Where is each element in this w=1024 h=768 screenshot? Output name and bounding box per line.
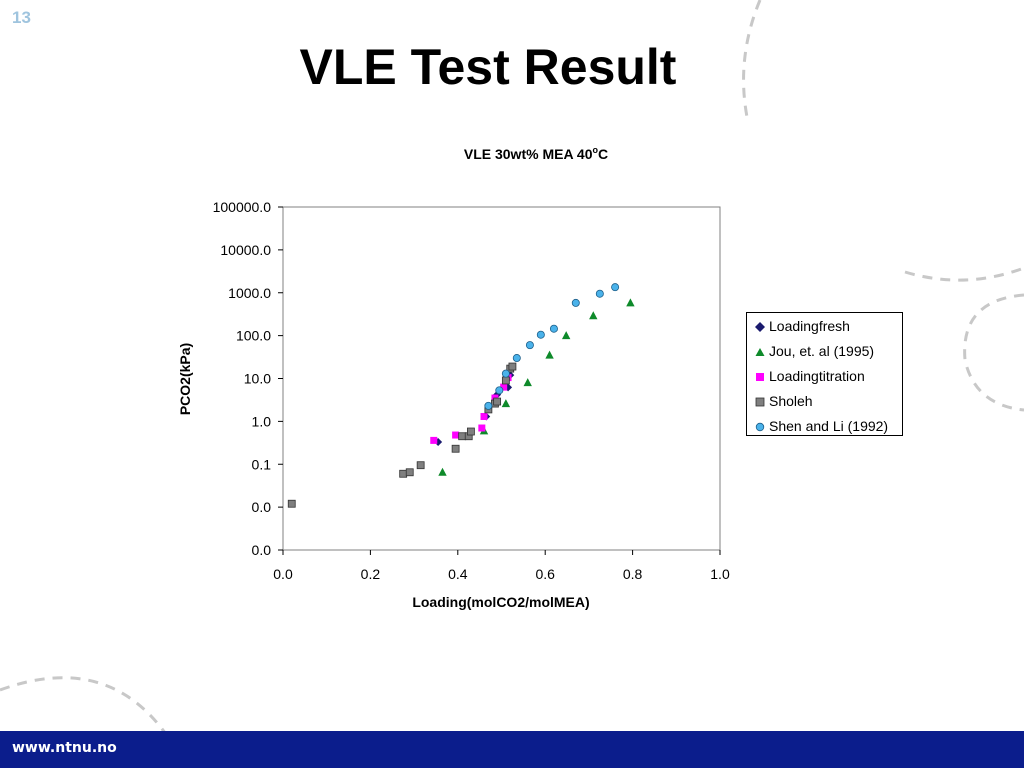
- square-marker-icon: [755, 397, 765, 407]
- data-point-series-3: [508, 362, 517, 371]
- slide-title: VLE Test Result: [299, 39, 677, 95]
- data-point-series-2: [480, 412, 488, 420]
- x-tick-label: 0.2: [361, 566, 381, 582]
- data-point-series-4: [571, 298, 580, 307]
- y-tick-label: 1000.0: [228, 285, 271, 301]
- data-point-series-2: [430, 436, 438, 444]
- data-point-series-2: [500, 383, 508, 391]
- data-point-series-3: [405, 468, 414, 477]
- data-point-series-3: [501, 376, 510, 385]
- y-tick-label: 100.0: [236, 328, 271, 344]
- legend-label: Sholeh: [769, 393, 813, 409]
- chart-legend: Loadingfresh Jou, et. al (1995) Loadingt…: [746, 312, 903, 436]
- data-point-series-4: [595, 289, 604, 298]
- y-tick-label: 10000.0: [220, 242, 271, 258]
- data-point-series-1: [438, 467, 447, 476]
- y-tick-label: 0.0: [252, 499, 272, 515]
- data-point-series-1: [626, 298, 635, 307]
- y-axis-label: PCO2(kPa): [177, 343, 193, 415]
- data-point-series-1: [589, 311, 598, 320]
- data-point-series-2: [452, 431, 460, 439]
- y-tick-label: 1.0: [252, 413, 272, 429]
- footer-bar: www.ntnu.no: [0, 731, 1024, 768]
- data-point-series-4: [536, 330, 545, 339]
- footer-url: www.ntnu.no: [12, 740, 117, 756]
- x-tick-label: 1.0: [710, 566, 730, 582]
- data-point-series-3: [416, 461, 425, 470]
- legend-label: Loadingfresh: [769, 318, 850, 334]
- triangle-marker-icon: [755, 348, 765, 356]
- legend-label: Loadingtitration: [769, 368, 865, 384]
- legend-label: Shen and Li (1992): [769, 418, 889, 434]
- data-point-series-1: [501, 399, 511, 408]
- data-point-series-1: [523, 378, 532, 387]
- x-tick-label: 0.0: [273, 566, 293, 582]
- legend-label: Jou, et. al (1995): [769, 343, 875, 359]
- data-point-series-2: [478, 424, 486, 432]
- data-point-series-4: [611, 283, 620, 292]
- data-point-series-3: [451, 444, 460, 453]
- data-point-series-1: [561, 331, 571, 340]
- data-point-series-3: [287, 499, 296, 508]
- y-tick-label: 0.1: [252, 456, 272, 472]
- y-tick-label: 10.0: [244, 371, 271, 387]
- data-point-series-4: [525, 341, 534, 350]
- data-point-series-3: [467, 427, 475, 436]
- x-axis-label: Loading(molCO2/molMEA): [412, 594, 589, 610]
- data-point-series-3: [399, 469, 408, 478]
- chart-title: VLE 30wt% MEA 40oC: [464, 145, 608, 162]
- data-point-series-3: [493, 397, 502, 406]
- circle-marker-icon: [755, 422, 765, 432]
- data-point-series-3: [458, 432, 467, 441]
- data-point-series-4: [549, 324, 558, 333]
- data-point-series-1: [545, 350, 554, 359]
- x-tick-label: 0.8: [623, 566, 643, 582]
- y-tick-label: 100000.0: [213, 199, 272, 215]
- square-marker-icon: [756, 373, 764, 381]
- diamond-marker-icon: [755, 322, 765, 332]
- data-point-series-4: [512, 354, 521, 363]
- slide-number: 13: [12, 8, 31, 27]
- data-point-series-4: [484, 401, 493, 410]
- y-tick-label: 0.0: [252, 542, 272, 558]
- data-point-series-4: [495, 386, 504, 395]
- data-point-series-4: [501, 369, 510, 378]
- x-tick-label: 0.6: [535, 566, 555, 582]
- plot-area: [282, 206, 721, 551]
- x-tick-label: 0.4: [448, 566, 468, 582]
